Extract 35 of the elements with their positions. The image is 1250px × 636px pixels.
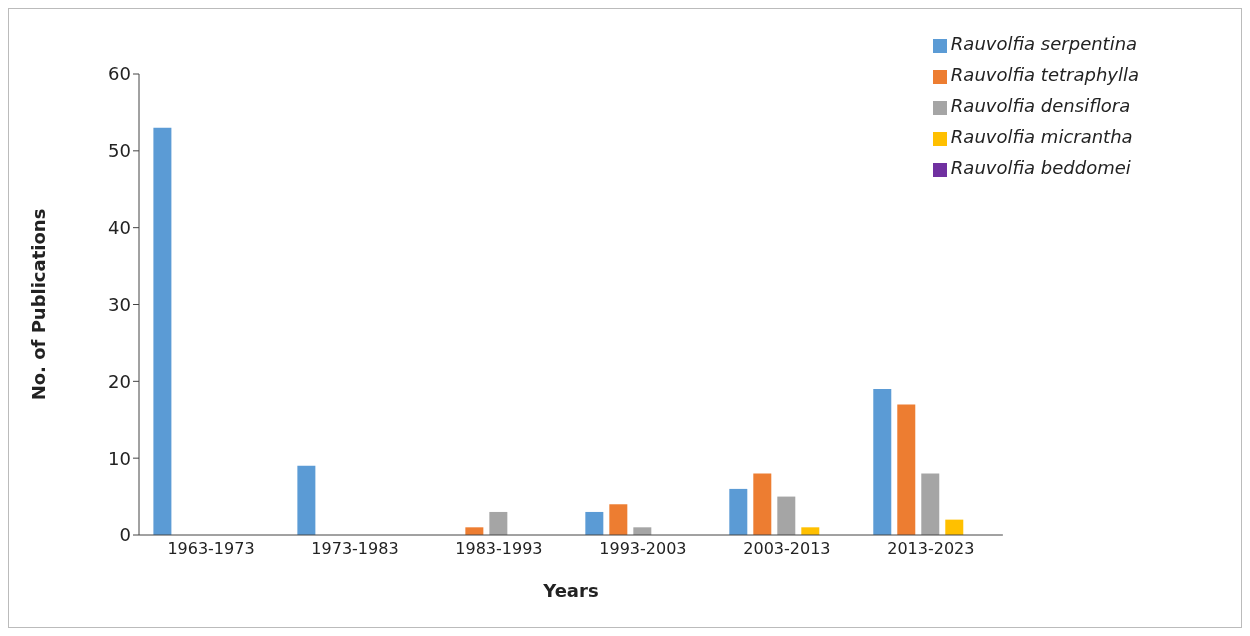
y-axis-title: No. of Publications — [28, 208, 50, 401]
bar — [633, 527, 652, 535]
y-tick-label: 60 — [108, 63, 131, 85]
bar — [777, 496, 796, 535]
bar — [609, 504, 628, 535]
x-tick-label: 1973-1983 — [311, 539, 399, 559]
legend-label: Rauvolfia tetraphylla — [950, 64, 1139, 85]
x-axis-title: Years — [542, 580, 599, 601]
x-tick-label: 2013-2023 — [887, 539, 975, 559]
legend-label: Rauvolfia beddomei — [950, 157, 1131, 178]
bar — [921, 473, 940, 535]
bar — [489, 511, 508, 535]
x-tick-label: 1963-1973 — [167, 539, 255, 559]
bar — [897, 404, 916, 535]
y-tick-label: 40 — [108, 217, 131, 239]
legend-label: Rauvolfia densiflora — [950, 95, 1131, 116]
y-tick-label: 0 — [119, 524, 131, 546]
bar — [729, 488, 748, 535]
x-tick-label: 1983-1993 — [455, 539, 543, 559]
x-tick-label: 2003-2013 — [743, 539, 831, 559]
y-tick-label: 20 — [108, 370, 131, 392]
y-tick-label: 10 — [108, 447, 131, 469]
x-tick-label: 1993-2003 — [599, 539, 687, 559]
y-tick-label: 50 — [108, 140, 131, 162]
bar — [465, 527, 484, 535]
bar — [153, 127, 172, 535]
legend-label: Rauvolfia serpentina — [950, 33, 1138, 54]
y-tick-label: 30 — [108, 293, 131, 315]
bar — [873, 389, 892, 535]
bar — [801, 527, 820, 535]
bar — [753, 473, 772, 535]
legend-label: Rauvolfia micrantha — [950, 126, 1133, 147]
bar — [585, 511, 604, 535]
bar — [297, 465, 316, 535]
bar — [945, 519, 964, 535]
